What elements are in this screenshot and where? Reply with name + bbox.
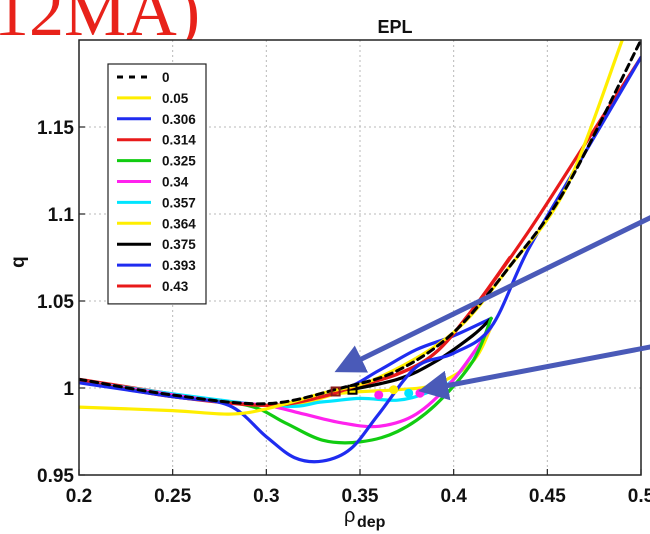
x-axis-label-subscript: dep — [357, 514, 386, 531]
data-marker — [389, 385, 398, 394]
legend: 0 0.05 0.306 0.314 0.325 0.34 0.357 0.364 0.375 0… — [108, 64, 206, 304]
legend-label: 0.375 — [162, 237, 196, 252]
data-marker — [415, 389, 424, 398]
x-tick-label: 0.45 — [529, 486, 566, 507]
x-tick-label: 0.3 — [253, 486, 279, 507]
x-tick-label: 0.25 — [154, 486, 191, 507]
y-tick-label: 1 — [63, 379, 74, 400]
x-tick-label: 0.4 — [440, 486, 467, 507]
legend-label: 0.314 — [162, 133, 196, 148]
data-marker — [374, 390, 383, 399]
y-tick-label: 1.05 — [37, 292, 74, 313]
y-tick-label: 1.1 — [48, 205, 75, 226]
x-tick-label: 0.2 — [66, 486, 92, 507]
chart-title: EPL — [377, 17, 412, 37]
legend-label: 0.306 — [162, 112, 196, 127]
y-tick-label: 0.95 — [37, 466, 74, 487]
y-axis-label: q — [8, 256, 29, 268]
legend-label: 0.325 — [162, 154, 196, 169]
data-marker — [404, 389, 413, 398]
y-tick-label: 1.15 — [37, 118, 74, 139]
legend-label: 0.393 — [162, 258, 196, 273]
x-tick-label: 0.5 — [628, 486, 650, 507]
legend-label: 0.43 — [162, 279, 189, 294]
legend-label: 0.34 — [162, 175, 189, 190]
x-axis-label: ρ — [344, 505, 355, 527]
legend-label: 0.364 — [162, 216, 196, 231]
x-tick-label: 0.35 — [342, 486, 379, 507]
legend-label: 0.357 — [162, 195, 196, 210]
legend-label: 0 — [162, 70, 170, 85]
legend-label: 0.05 — [162, 91, 189, 106]
